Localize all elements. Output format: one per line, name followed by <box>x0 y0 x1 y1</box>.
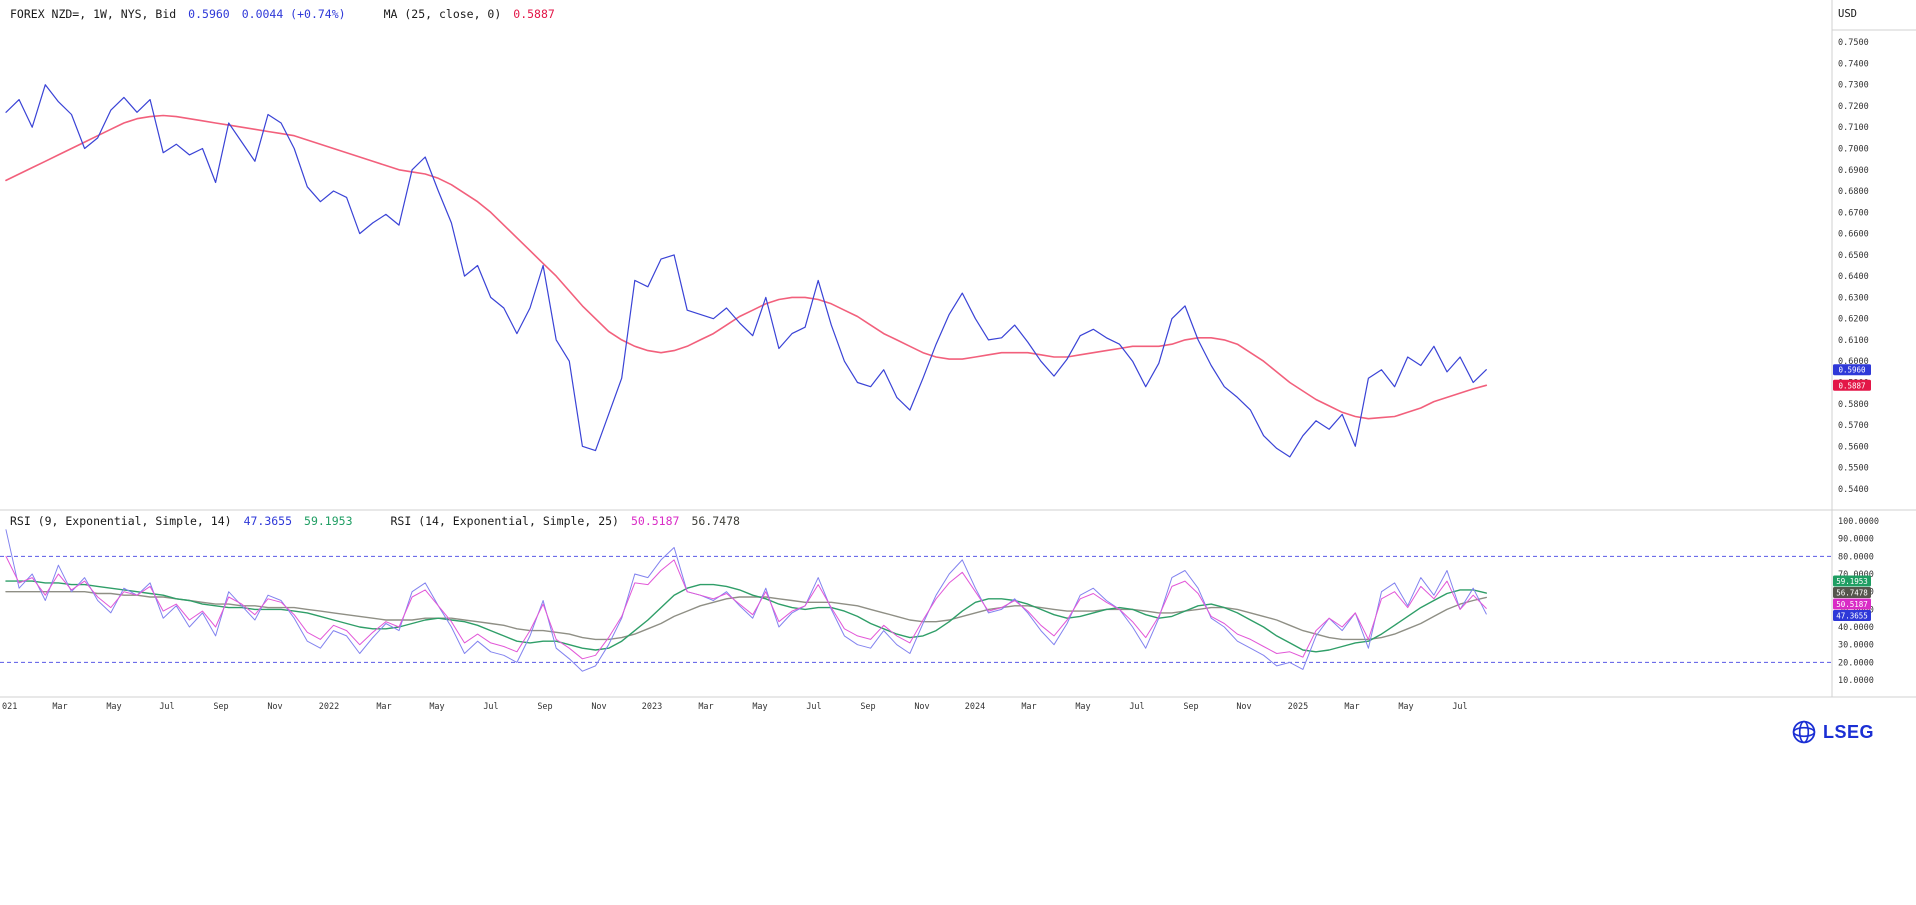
rsi14-signal-line[interactable] <box>5 591 1488 641</box>
time-axis-label: Jul <box>806 702 821 712</box>
rsi-badge-3-text: 47.3655 <box>1836 612 1868 621</box>
rsi-tick-label: 80.0000 <box>1838 552 1874 562</box>
time-axis-label: Sep <box>1183 702 1198 712</box>
time-axis-label: 2024 <box>965 702 985 712</box>
rsi-legend[interactable]: RSI (9, Exponential, Simple, 14) 47.3655… <box>10 513 740 529</box>
rsi-tick-label: 90.0000 <box>1838 535 1874 545</box>
rsi-badge-0-text: 59.1953 <box>1836 577 1868 586</box>
time-axis-label: Mar <box>698 702 713 712</box>
time-axis-label: 2023 <box>642 702 662 712</box>
time-axis-label: Nov <box>914 702 929 712</box>
time-axis-label: Mar <box>1021 702 1036 712</box>
main-chart-legend[interactable]: FOREX NZD=, 1W, NYS, Bid 0.5960 0.0044 (… <box>10 6 555 22</box>
rsi9-legend-label: RSI (9, Exponential, Simple, 14) <box>10 514 232 528</box>
time-axis-label: Mar <box>52 702 67 712</box>
price-tick-label: 0.5500 <box>1838 464 1869 474</box>
price-line[interactable] <box>5 84 1487 458</box>
price-tick-label: 0.7000 <box>1838 144 1869 154</box>
last-price-badge-text: 0.5960 <box>1838 366 1866 375</box>
time-axis-label: Mar <box>376 702 391 712</box>
rsi-tick-label: 100.0000 <box>1838 517 1879 527</box>
rsi-tick-label: 40.0000 <box>1838 623 1874 633</box>
rsi-tick-label: 10.0000 <box>1838 676 1874 686</box>
price-tick-label: 0.7500 <box>1838 38 1869 48</box>
lseg-globe-icon <box>1792 720 1816 744</box>
ma-price-badge-text: 0.5887 <box>1838 381 1865 390</box>
time-axis-label: 021 <box>2 702 17 712</box>
lseg-logo: LSEG <box>1791 719 1874 745</box>
ma-legend-value: 0.5887 <box>513 7 555 21</box>
price-tick-label: 0.6700 <box>1838 208 1869 218</box>
chart-canvas[interactable]: 0.7500 0.7400 0.7300 0.7200 0.7100 0.7000 0.69… <box>0 0 1916 760</box>
rsi-badge-1-text: 56.7478 <box>1836 589 1868 598</box>
price-tick-label: 0.7400 <box>1838 59 1869 69</box>
time-axis-label: 2022 <box>319 702 339 712</box>
rsi-badge-0 <box>1833 575 1871 587</box>
price-tick-label: 0.6400 <box>1838 272 1869 282</box>
rsi-badge-1 <box>1833 587 1871 598</box>
price-change-value: 0.0044 (+0.74%) <box>241 7 346 21</box>
rsi-badge-2 <box>1833 598 1871 610</box>
time-axis-label: Jul <box>1129 702 1144 712</box>
price-tick-label: 0.6600 <box>1838 230 1869 240</box>
rsi9-line[interactable] <box>5 529 1487 672</box>
price-tick-label: 0.6500 <box>1838 251 1869 261</box>
price-tick-label: 0.6800 <box>1838 187 1869 197</box>
instrument-title: FOREX NZD=, 1W, NYS, Bid <box>10 7 177 21</box>
last-price-badge <box>1833 364 1871 376</box>
price-tick-label: 0.7300 <box>1838 81 1869 91</box>
time-axis-label: Jul <box>159 702 174 712</box>
ma-legend-label: MA (25, close, 0) <box>383 7 502 21</box>
rsi-tick-label: 30.0000 <box>1838 641 1874 651</box>
rsi-badge-3 <box>1833 610 1871 621</box>
price-tick-label: 0.7200 <box>1838 102 1869 112</box>
time-axis-label: 2025 <box>1288 702 1308 712</box>
price-tick-label: 0.6100 <box>1838 336 1869 346</box>
time-axis-label: May <box>752 702 767 712</box>
price-tick-label: 0.6200 <box>1838 315 1869 325</box>
time-axis-label: Nov <box>267 702 282 712</box>
price-tick-label: 0.5600 <box>1838 442 1869 452</box>
price-tick-label: 0.5700 <box>1838 421 1869 431</box>
time-axis-label: Jul <box>483 702 498 712</box>
time-axis-label: May <box>1075 702 1090 712</box>
ma-price-badge <box>1833 379 1871 391</box>
time-axis-label: May <box>429 702 444 712</box>
rsi-badge-2-text: 50.5187 <box>1836 600 1868 609</box>
time-axis-label: May <box>106 702 121 712</box>
rsi9-value: 47.3655 <box>243 514 293 528</box>
rsi9-signal-value: 59.1953 <box>304 514 353 528</box>
rsi14-value: 50.5187 <box>630 514 680 528</box>
rsi14-signal-value: 56.7478 <box>691 514 740 528</box>
time-axis-label: Nov <box>591 702 606 712</box>
time-axis-label: Nov <box>1236 702 1251 712</box>
price-tick-label: 0.6000 <box>1838 357 1869 367</box>
last-price-value: 0.5960 <box>188 7 230 21</box>
price-tick-label: 0.5400 <box>1838 485 1869 495</box>
time-axis-label: Mar <box>1344 702 1359 712</box>
rsi9-signal-line[interactable] <box>5 580 1488 653</box>
ma-line[interactable] <box>5 114 1488 420</box>
time-axis-label: Sep <box>860 702 875 712</box>
price-tick-label: 0.6900 <box>1838 166 1869 176</box>
time-axis-label: Sep <box>537 702 552 712</box>
time-axis-label: May <box>1398 702 1413 712</box>
lseg-logo-text: LSEG <box>1823 721 1875 742</box>
rsi-tick-label: 70.0000 <box>1838 570 1874 580</box>
price-tick-label: 0.5800 <box>1838 400 1869 410</box>
price-tick-label: 0.7100 <box>1838 123 1869 133</box>
price-tick-label: 0.6300 <box>1838 293 1869 303</box>
rsi14-line[interactable] <box>5 555 1487 660</box>
price-axis-currency-label: USD <box>1838 8 1857 20</box>
time-axis-label: Jul <box>1452 702 1467 712</box>
rsi-tick-label: 20.0000 <box>1838 658 1874 668</box>
rsi14-legend-label: RSI (14, Exponential, Simple, 25) <box>390 514 619 528</box>
time-axis-label: Sep <box>213 702 228 712</box>
